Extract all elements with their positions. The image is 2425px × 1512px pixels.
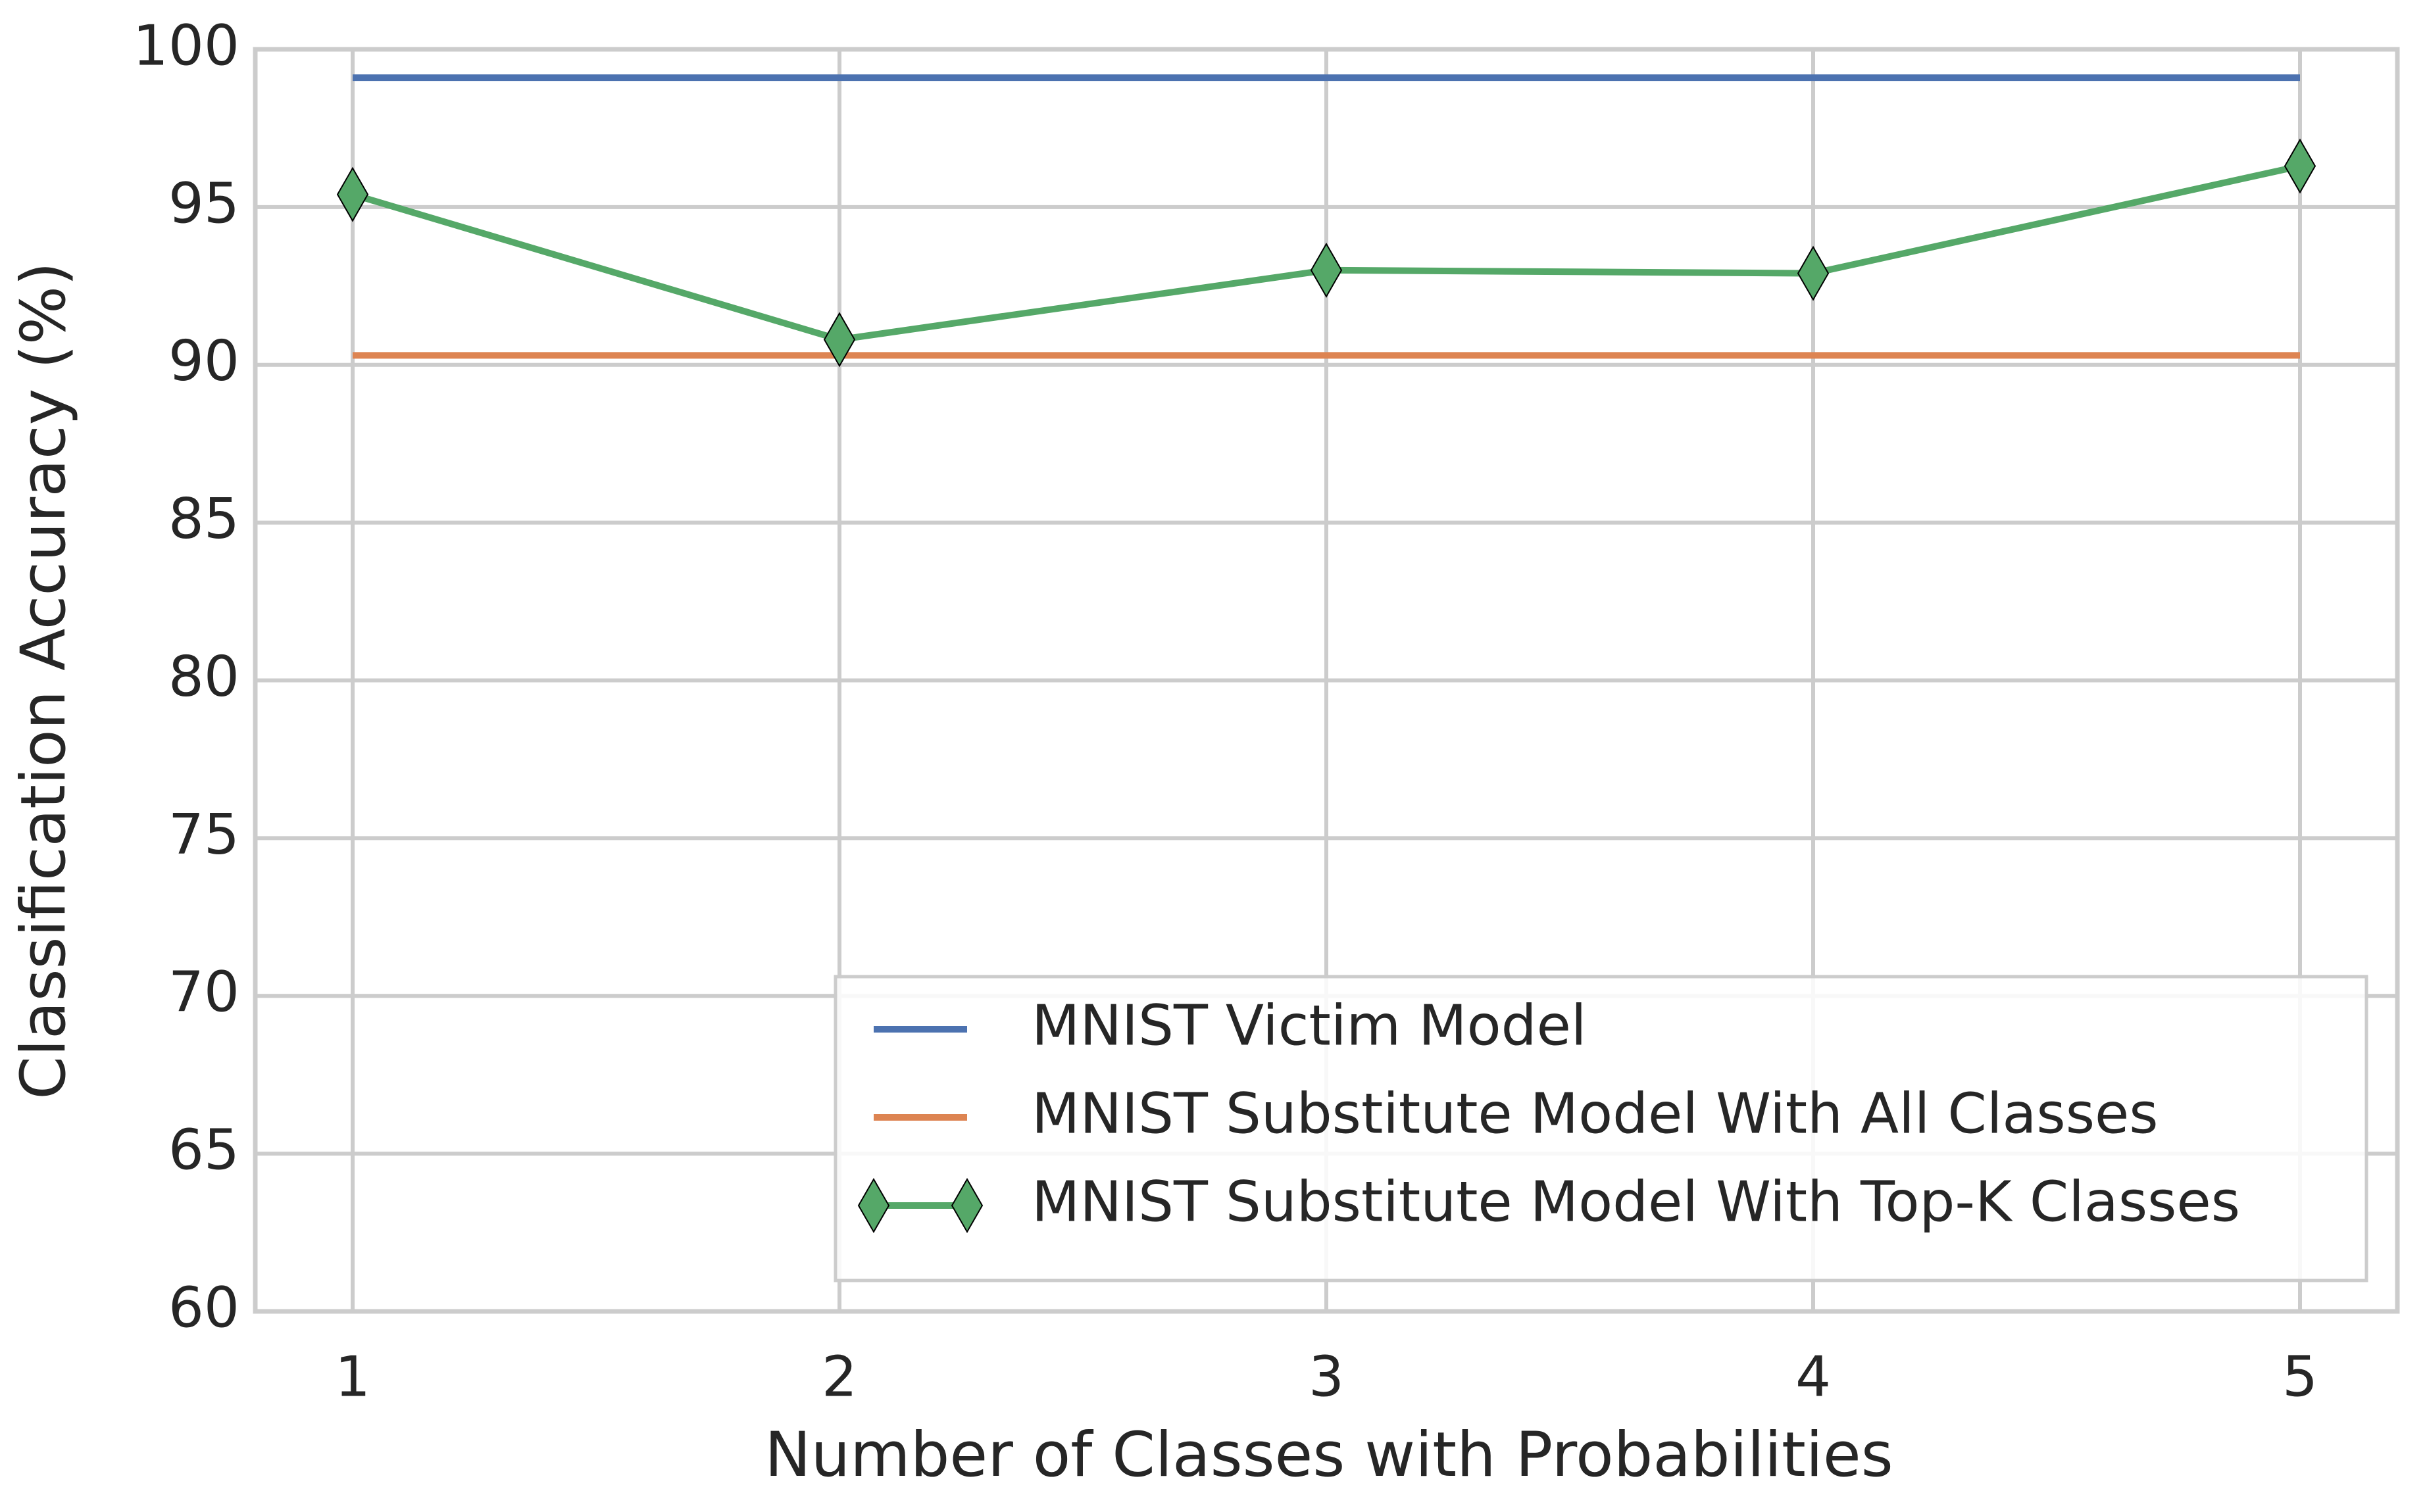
data-point <box>1310 242 1343 298</box>
data-point <box>2284 138 2316 194</box>
y-axis-label: Classification Accuracy (%) <box>8 262 80 1100</box>
y-tick-label: 90 <box>168 329 239 394</box>
data-point <box>336 166 369 222</box>
y-tick-label: 80 <box>168 645 239 710</box>
x-tick-label: 5 <box>2282 1344 2318 1409</box>
legend-box <box>834 975 2368 1282</box>
x-tick-label: 4 <box>1795 1344 1831 1409</box>
legend-marker <box>951 1177 984 1234</box>
y-tick-label: 100 <box>133 13 239 78</box>
x-tick-label: 2 <box>822 1344 857 1409</box>
y-tick-label: 95 <box>168 171 239 236</box>
x-tick-label: 1 <box>335 1344 370 1409</box>
y-tick-label: 65 <box>168 1118 239 1183</box>
data-point <box>823 312 856 368</box>
legend-marker <box>857 1177 890 1234</box>
y-tick-label: 70 <box>168 960 239 1025</box>
legend-label: MNIST Substitute Model With Top-K Classe… <box>1032 1169 2240 1234</box>
y-tick-label: 60 <box>168 1275 239 1340</box>
data-point <box>1797 245 1830 301</box>
y-tick-label: 75 <box>168 802 239 867</box>
y-tick-label: 85 <box>168 487 239 552</box>
x-axis-label: Number of Classes with Probabilities <box>764 1419 1893 1491</box>
legend-label: MNIST Substitute Model With All Classes <box>1032 1081 2159 1146</box>
x-tick-label: 3 <box>1309 1344 1344 1409</box>
legend-label: MNIST Victim Model <box>1032 993 1586 1058</box>
plot-frame <box>253 47 2400 1314</box>
